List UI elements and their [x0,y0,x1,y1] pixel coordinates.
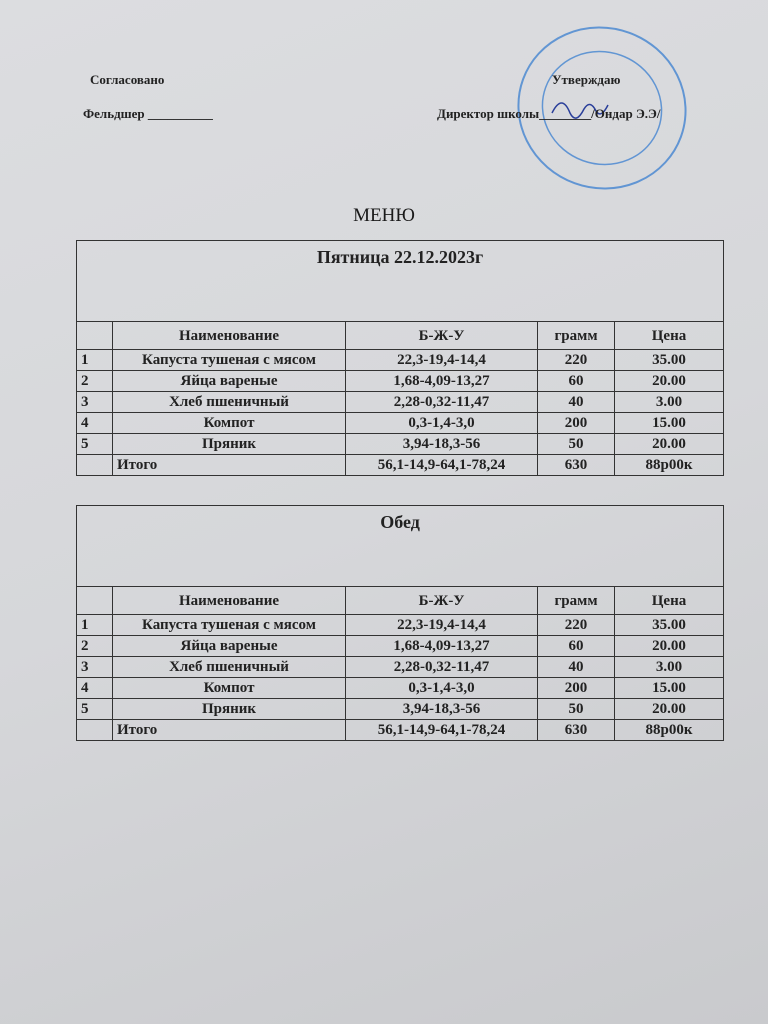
total-cell: 630 [537,719,615,741]
table-cell: 40 [537,656,615,678]
total-row: Итого 56,1-14,9-64,1-78,24 630 88р00к [76,719,724,741]
table-cell: 220 [537,614,615,636]
menu-table: Пятница 22.12.2023г Наименование Б-Ж-У грам… [76,240,724,476]
column-header: Цена [614,586,724,615]
total-cell [76,719,113,741]
table-cell: 3 [76,656,113,678]
table-cell: 50 [537,433,615,455]
header-row: Наименование Б-Ж-У грамм Цена [76,586,724,615]
header-row: Наименование Б-Ж-У грамм Цена [76,321,724,350]
table-cell: 15.00 [614,677,724,699]
table-cell: 220 [537,349,615,371]
table-row: 4 Компот 0,3-1,4-3,0 200 15.00 [76,677,724,699]
table-cell: Хлеб пшеничный [112,391,346,413]
column-header [76,321,113,350]
total-cell: Итого [112,454,346,476]
table-cell: Капуста тушеная с мясом [112,349,346,371]
table-cell: 1,68-4,09-13,27 [345,635,538,657]
table-cell: 0,3-1,4-3,0 [345,412,538,434]
table-row: 2 Яйца вареные 1,68-4,09-13,27 60 20.00 [76,635,724,657]
table-cell: Хлеб пшеничный [112,656,346,678]
table-cell: 2,28-0,32-11,47 [345,656,538,678]
table-cell: 50 [537,698,615,720]
column-header: Наименование [112,586,346,615]
column-header: Цена [614,321,724,350]
table-cell: 0,3-1,4-3,0 [345,677,538,699]
table-cell: Пряник [112,433,346,455]
table-cell: 20.00 [614,698,724,720]
column-header: Наименование [112,321,346,350]
total-cell: 88р00к [614,719,724,741]
medic-signature-line: Фельдшер __________ [83,106,213,121]
table-cell: Компот [112,677,346,699]
school-stamp [517,26,687,190]
table-cell: 3,94-18,3-56 [345,433,538,455]
table-cell: Компот [112,412,346,434]
approve-label: Утверждаю [552,72,621,87]
table-cell: 5 [76,698,113,720]
table-cell: 22,3-19,4-14,4 [345,614,538,636]
table-cell: 15.00 [614,412,724,434]
page-title: МЕНЮ [353,205,415,226]
table-cell: 4 [76,677,113,699]
table-row: 2 Яйца вареные 1,68-4,09-13,27 60 20.00 [76,370,724,392]
table-cell: 5 [76,433,113,455]
table-row: 1 Капуста тушеная с мясом 22,3-19,4-14,4 22… [76,349,724,371]
table-row: 5 Пряник 3,94-18,3-56 50 20.00 [76,433,724,455]
table-row: 5 Пряник 3,94-18,3-56 50 20.00 [76,698,724,720]
table-cell: 3,94-18,3-56 [345,698,538,720]
column-header: грамм [537,321,615,350]
table-cell: 22,3-19,4-14,4 [345,349,538,371]
table-cell: Яйца вареные [112,635,346,657]
agreed-label: Согласовано [90,72,165,87]
table-cell: 35.00 [614,614,724,636]
total-cell: Итого [112,719,346,741]
section-title: Пятница 22.12.2023г [76,240,724,322]
table-cell: 20.00 [614,635,724,657]
table-cell: 20.00 [614,433,724,455]
column-header: Б-Ж-У [345,586,538,615]
table-cell: Пряник [112,698,346,720]
table-cell: 20.00 [614,370,724,392]
table-row: 3 Хлеб пшеничный 2,28-0,32-11,47 40 3.00 [76,391,724,413]
table-row: 3 Хлеб пшеничный 2,28-0,32-11,47 40 3.00 [76,656,724,678]
section-title: Обед [76,505,724,587]
total-cell: 56,1-14,9-64,1-78,24 [345,719,538,741]
table-cell: 2 [76,635,113,657]
column-header: грамм [537,586,615,615]
table-cell: 35.00 [614,349,724,371]
table-cell: 3.00 [614,656,724,678]
table-cell: 1 [76,614,113,636]
column-header [76,586,113,615]
director-signature-line: Директор школы________/Ондар Э.Э/ [437,106,661,121]
total-cell: 630 [537,454,615,476]
table-cell: 1,68-4,09-13,27 [345,370,538,392]
table-cell: 2,28-0,32-11,47 [345,391,538,413]
table-cell: 4 [76,412,113,434]
table-cell: 1 [76,349,113,371]
table-row: 4 Компот 0,3-1,4-3,0 200 15.00 [76,412,724,434]
table-cell: Капуста тушеная с мясом [112,614,346,636]
table-cell: 2 [76,370,113,392]
table-cell: 200 [537,677,615,699]
table-cell: 200 [537,412,615,434]
column-header: Б-Ж-У [345,321,538,350]
table-cell: 60 [537,370,615,392]
table-cell: Яйца вареные [112,370,346,392]
signature [551,102,609,119]
table-row: 1 Капуста тушеная с мясом 22,3-19,4-14,4 22… [76,614,724,636]
table-cell: 40 [537,391,615,413]
table-cell: 60 [537,635,615,657]
table-cell: 3.00 [614,391,724,413]
total-cell: 56,1-14,9-64,1-78,24 [345,454,538,476]
menu-table: Обед Наименование Б-Ж-У грамм Цена 1 Капуста т… [76,505,724,741]
total-row: Итого 56,1-14,9-64,1-78,24 630 88р00к [76,454,724,476]
table-cell: 3 [76,391,113,413]
total-cell: 88р00к [614,454,724,476]
total-cell [76,454,113,476]
